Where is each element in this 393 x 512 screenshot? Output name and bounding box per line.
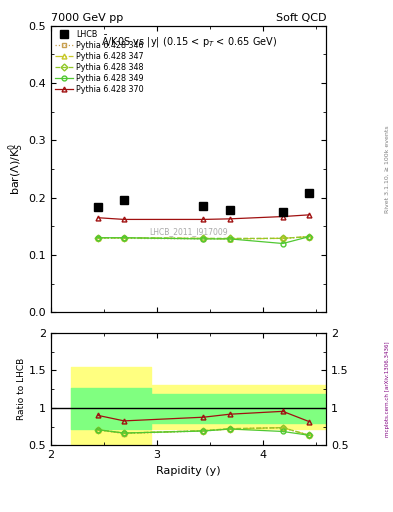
Legend: LHCB, Pythia 6.428 346, Pythia 6.428 347, Pythia 6.428 348, Pythia 6.428 349, Py: LHCB, Pythia 6.428 346, Pythia 6.428 347… <box>55 30 144 94</box>
Y-axis label: bar($\Lambda$)/K$^0_S$: bar($\Lambda$)/K$^0_S$ <box>6 143 26 195</box>
Y-axis label: Ratio to LHCB: Ratio to LHCB <box>17 358 26 420</box>
Text: mcplots.cern.ch [arXiv:1306.3436]: mcplots.cern.ch [arXiv:1306.3436] <box>385 342 389 437</box>
X-axis label: Rapidity (y): Rapidity (y) <box>156 466 221 476</box>
Text: $\bar{\Lambda}$/K0S vs |y| (0.15 < p$_T$ < 0.65 GeV): $\bar{\Lambda}$/K0S vs |y| (0.15 < p$_T$… <box>101 34 277 50</box>
Text: 7000 GeV pp: 7000 GeV pp <box>51 13 123 23</box>
Text: Rivet 3.1.10, ≥ 100k events: Rivet 3.1.10, ≥ 100k events <box>385 125 389 213</box>
Text: Soft QCD: Soft QCD <box>276 13 326 23</box>
Text: LHCB_2011_I917009: LHCB_2011_I917009 <box>149 227 228 237</box>
